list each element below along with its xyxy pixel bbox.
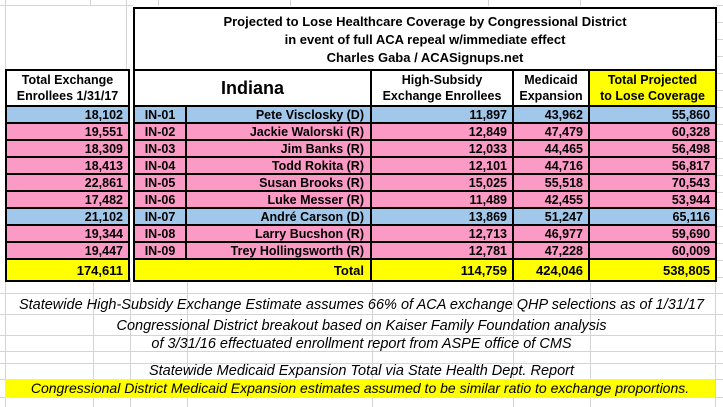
- cell-total-label[interactable]: Total: [133, 258, 372, 282]
- cell-medicaid[interactable]: 44,465: [512, 139, 590, 158]
- table-row: IN-09 Trey Hollingsworth (R) 12,781 47,2…: [133, 241, 718, 260]
- background-gridlines: [716, 5, 723, 278]
- title-line-2: in event of full ACA repeal w/immediate …: [284, 32, 566, 47]
- total-row: Total 114,759 424,046 538,805: [133, 258, 718, 282]
- cell-subsidy[interactable]: 12,713: [370, 224, 514, 243]
- cell-district[interactable]: IN-02: [133, 122, 187, 141]
- cell-representative[interactable]: Larry Bucshon (R): [185, 224, 372, 243]
- state-header[interactable]: Indiana: [133, 69, 372, 107]
- table-row: IN-07 André Carson (D) 13,869 51,247 65,…: [133, 207, 718, 226]
- cell-exchange-total[interactable]: 174,611: [5, 258, 130, 282]
- cell-district[interactable]: IN-01: [133, 105, 187, 124]
- medicaid-column-header[interactable]: Medicaid Expansion: [512, 69, 590, 107]
- cell-total[interactable]: 56,817: [587, 156, 718, 175]
- cell-subsidy[interactable]: 11,489: [370, 190, 514, 209]
- cell-subsidy[interactable]: 12,849: [370, 122, 514, 141]
- cell-subsidy[interactable]: 12,781: [370, 241, 514, 260]
- cell-medicaid[interactable]: 51,247: [512, 207, 590, 226]
- cell-district[interactable]: IN-07: [133, 207, 187, 226]
- cell-subsidy[interactable]: 13,869: [370, 207, 514, 226]
- cell-total[interactable]: 53,944: [587, 190, 718, 209]
- cell-total[interactable]: 59,690: [587, 224, 718, 243]
- cell-representative[interactable]: Jim Banks (R): [185, 139, 372, 158]
- cell-district[interactable]: IN-08: [133, 224, 187, 243]
- header-line: Total Projected: [607, 73, 698, 87]
- header-line: to Lose Coverage: [600, 89, 705, 103]
- cell-subsidy[interactable]: 11,897: [370, 105, 514, 124]
- cell-total[interactable]: 60,328: [587, 122, 718, 141]
- table-row: IN-02 Jackie Walorski (R) 12,849 47,479 …: [133, 122, 718, 141]
- cell-total[interactable]: 56,498: [587, 139, 718, 158]
- cell-medicaid[interactable]: 47,228: [512, 241, 590, 260]
- cell-exchange-in05[interactable]: 22,861: [5, 173, 130, 192]
- cell-exchange-in09[interactable]: 19,447: [5, 241, 130, 260]
- table-row: IN-06 Luke Messer (R) 11,489 42,455 53,9…: [133, 190, 718, 209]
- cell-total[interactable]: 55,860: [587, 105, 718, 124]
- cell-exchange-in01[interactable]: 18,102: [5, 105, 130, 124]
- title-line-1: Projected to Lose Healthcare Coverage by…: [223, 14, 627, 29]
- cell-representative[interactable]: Pete Visclosky (D): [185, 105, 372, 124]
- cell-subsidy[interactable]: 12,101: [370, 156, 514, 175]
- cell-medicaid[interactable]: 43,962: [512, 105, 590, 124]
- title-line-3: Charles Gaba / ACASignups.net: [326, 50, 524, 65]
- note-district-breakout[interactable]: Congressional District breakout based on…: [116, 318, 607, 334]
- cell-subsidy[interactable]: 12,033: [370, 139, 514, 158]
- cell-exchange-in08[interactable]: 19,344: [5, 224, 130, 243]
- background-gridlines: [133, 0, 723, 7]
- cell-district[interactable]: IN-04: [133, 156, 187, 175]
- cell-district[interactable]: IN-03: [133, 139, 187, 158]
- note-medicaid-source[interactable]: Statewide Medicaid Expansion Total via S…: [148, 363, 575, 379]
- cell-representative[interactable]: Susan Brooks (R): [185, 173, 372, 192]
- table-title[interactable]: Projected to Lose Healthcare Coverage by…: [132, 7, 718, 71]
- cell-exchange-in07[interactable]: 21,102: [5, 207, 130, 226]
- cell-grand-total[interactable]: 538,805: [587, 258, 718, 282]
- cell-subsidy[interactable]: 15,025: [370, 173, 514, 192]
- cell-medicaid[interactable]: 55,518: [512, 173, 590, 192]
- cell-district[interactable]: IN-05: [133, 173, 187, 192]
- cell-representative[interactable]: Trey Hollingsworth (R): [185, 241, 372, 260]
- cell-exchange-in03[interactable]: 18,309: [5, 139, 130, 158]
- header-line: Exchange Enrollees: [382, 89, 502, 103]
- note-aspe-report[interactable]: of 3/31/16 effectuated enrollment report…: [151, 336, 572, 352]
- header-line: Total Exchange: [21, 73, 114, 87]
- table-row: IN-05 Susan Brooks (R) 15,025 55,518 70,…: [133, 173, 718, 192]
- cell-medicaid[interactable]: 46,977: [512, 224, 590, 243]
- cell-representative[interactable]: Luke Messer (R): [185, 190, 372, 209]
- cell-exchange-in04[interactable]: 18,413: [5, 156, 130, 175]
- cell-representative[interactable]: André Carson (D): [185, 207, 372, 226]
- exchange-enrollees-table: Total Exchange Enrollees 1/31/17 18,102 …: [5, 69, 130, 282]
- table-row: IN-08 Larry Bucshon (R) 12,713 46,977 59…: [133, 224, 718, 243]
- table-row: IN-03 Jim Banks (R) 12,033 44,465 56,498: [133, 139, 718, 158]
- subsidy-column-header[interactable]: High-Subsidy Exchange Enrollees: [370, 69, 514, 107]
- header-line: High-Subsidy: [401, 73, 483, 87]
- cell-medicaid[interactable]: 47,479: [512, 122, 590, 141]
- cell-total[interactable]: 65,116: [587, 207, 718, 226]
- cell-representative[interactable]: Jackie Walorski (R): [185, 122, 372, 141]
- total-column-header[interactable]: Total Projected to Lose Coverage: [587, 69, 718, 107]
- exchange-enrollees-header[interactable]: Total Exchange Enrollees 1/31/17: [5, 69, 130, 107]
- coverage-loss-table: Projected to Lose Healthcare Coverage by…: [132, 7, 718, 282]
- cell-total[interactable]: 60,009: [587, 241, 718, 260]
- table-row: IN-04 Todd Rokita (R) 12,101 44,716 56,8…: [133, 156, 718, 175]
- cell-total[interactable]: 70,543: [587, 173, 718, 192]
- cell-district[interactable]: IN-09: [133, 241, 187, 260]
- cell-medicaid-total[interactable]: 424,046: [512, 258, 590, 282]
- cell-representative[interactable]: Todd Rokita (R): [185, 156, 372, 175]
- header-line: Medicaid: [524, 73, 578, 87]
- cell-medicaid[interactable]: 44,716: [512, 156, 590, 175]
- cell-subsidy-total[interactable]: 114,759: [370, 258, 514, 282]
- table-row: IN-01 Pete Visclosky (D) 11,897 43,962 5…: [133, 105, 718, 124]
- note-medicaid-ratio[interactable]: Congressional District Medicaid Expansio…: [5, 379, 715, 398]
- cell-exchange-in02[interactable]: 19,551: [5, 122, 130, 141]
- note-subsidy-estimate[interactable]: Statewide High-Subsidy Exchange Estimate…: [18, 297, 705, 313]
- cell-district[interactable]: IN-06: [133, 190, 187, 209]
- header-line: Enrollees 1/31/17: [16, 89, 119, 103]
- cell-exchange-in06[interactable]: 17,482: [5, 190, 130, 209]
- background-gridlines: [0, 0, 133, 69]
- cell-medicaid[interactable]: 42,455: [512, 190, 590, 209]
- header-line: Expansion: [519, 89, 583, 103]
